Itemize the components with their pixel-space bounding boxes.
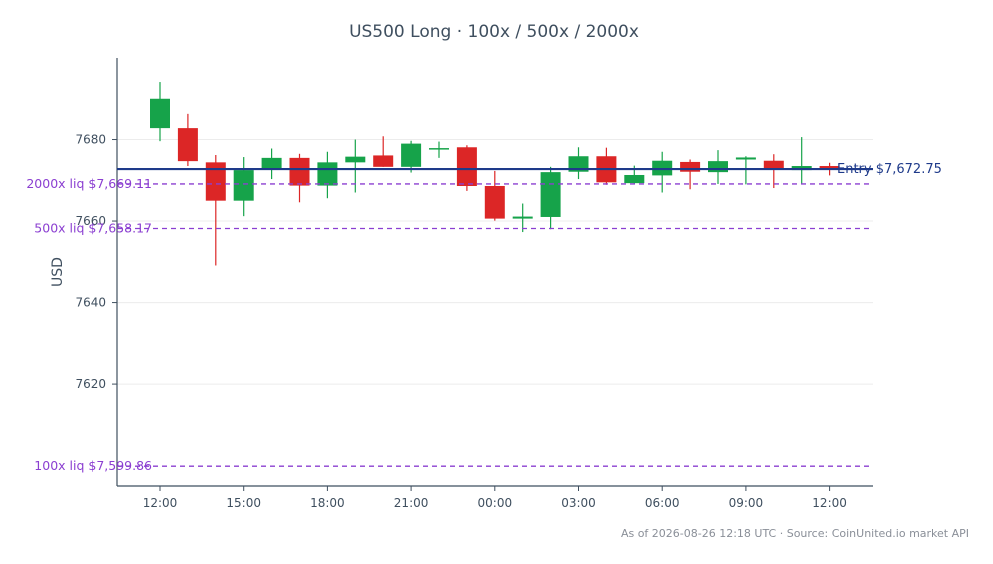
candle	[373, 136, 394, 167]
candle	[289, 153, 310, 203]
entry-label: Entry $7,672.75	[837, 162, 942, 177]
candle-body	[456, 147, 477, 186]
candle-body	[680, 161, 701, 172]
candle-body	[624, 174, 645, 184]
x-tick-label: 00:00	[478, 496, 513, 510]
candle	[652, 151, 673, 193]
liquidation-label: 2000x liq $7,669.11	[26, 176, 152, 191]
candle	[568, 147, 589, 180]
x-tick-label: 06:00	[645, 496, 680, 510]
candle-body	[177, 128, 198, 162]
x-tick-label: 09:00	[729, 496, 764, 510]
candle	[680, 159, 701, 190]
liquidation-label: 500x liq $7,658.17	[34, 221, 152, 236]
candle-body	[401, 143, 422, 167]
candle	[317, 151, 338, 199]
candle	[345, 139, 366, 193]
candle-body	[429, 148, 449, 150]
candle	[429, 141, 449, 158]
candle-body	[484, 185, 505, 219]
candle-body	[233, 170, 254, 201]
x-tick-label: 12:00	[812, 496, 847, 510]
y-tick-label: 7660	[75, 214, 106, 228]
candle-body	[345, 156, 366, 163]
candle-body	[763, 160, 784, 170]
grid-lines	[117, 139, 873, 385]
candle	[708, 150, 728, 184]
candle	[233, 157, 254, 217]
x-tick-label: 18:00	[310, 496, 345, 510]
x-tick-label: 03:00	[561, 496, 596, 510]
chart-title: US500 Long · 100x / 500x / 2000x	[349, 22, 639, 42]
candle	[205, 155, 226, 266]
x-tick-label: 15:00	[226, 496, 261, 510]
x-tick-label: 21:00	[394, 496, 429, 510]
footer-note: As of 2026-08-26 12:18 UTC · Source: Coi…	[621, 527, 969, 540]
candle	[512, 203, 533, 233]
candle	[735, 156, 756, 185]
candle-body	[819, 166, 840, 170]
y-tick-label: 7680	[75, 133, 106, 147]
candle-body	[568, 156, 589, 172]
candle	[540, 166, 561, 230]
candle-body	[708, 161, 728, 173]
candle-body	[317, 162, 338, 186]
candle	[763, 154, 784, 189]
x-tick-label: 12:00	[143, 496, 178, 510]
candles	[150, 82, 840, 266]
candle	[401, 140, 422, 173]
y-tick-label: 7640	[75, 296, 106, 310]
candle	[150, 82, 170, 142]
candle	[261, 148, 282, 180]
candle-body	[540, 172, 561, 217]
candle	[791, 137, 812, 184]
candle-body	[289, 157, 310, 186]
candle-body	[373, 155, 394, 167]
candle-body	[150, 98, 170, 129]
y-tick-label: 7620	[75, 377, 106, 391]
candle	[177, 113, 198, 167]
candle-body	[512, 216, 533, 219]
y-axis-label: USD	[50, 257, 66, 287]
candle-body	[735, 157, 756, 160]
candle-body	[205, 162, 226, 201]
liquidation-label: 100x liq $7,599.86	[34, 458, 152, 473]
candle	[484, 170, 505, 221]
axes: 7620 7640 7660 7680 12:00 15:00 18:00 21:00 00:0…	[75, 58, 873, 510]
price-levels: 2000x liq $7,669.11 500x liq $7,658.17 100…	[26, 162, 942, 473]
candle	[596, 147, 617, 185]
candle-body	[261, 157, 282, 170]
